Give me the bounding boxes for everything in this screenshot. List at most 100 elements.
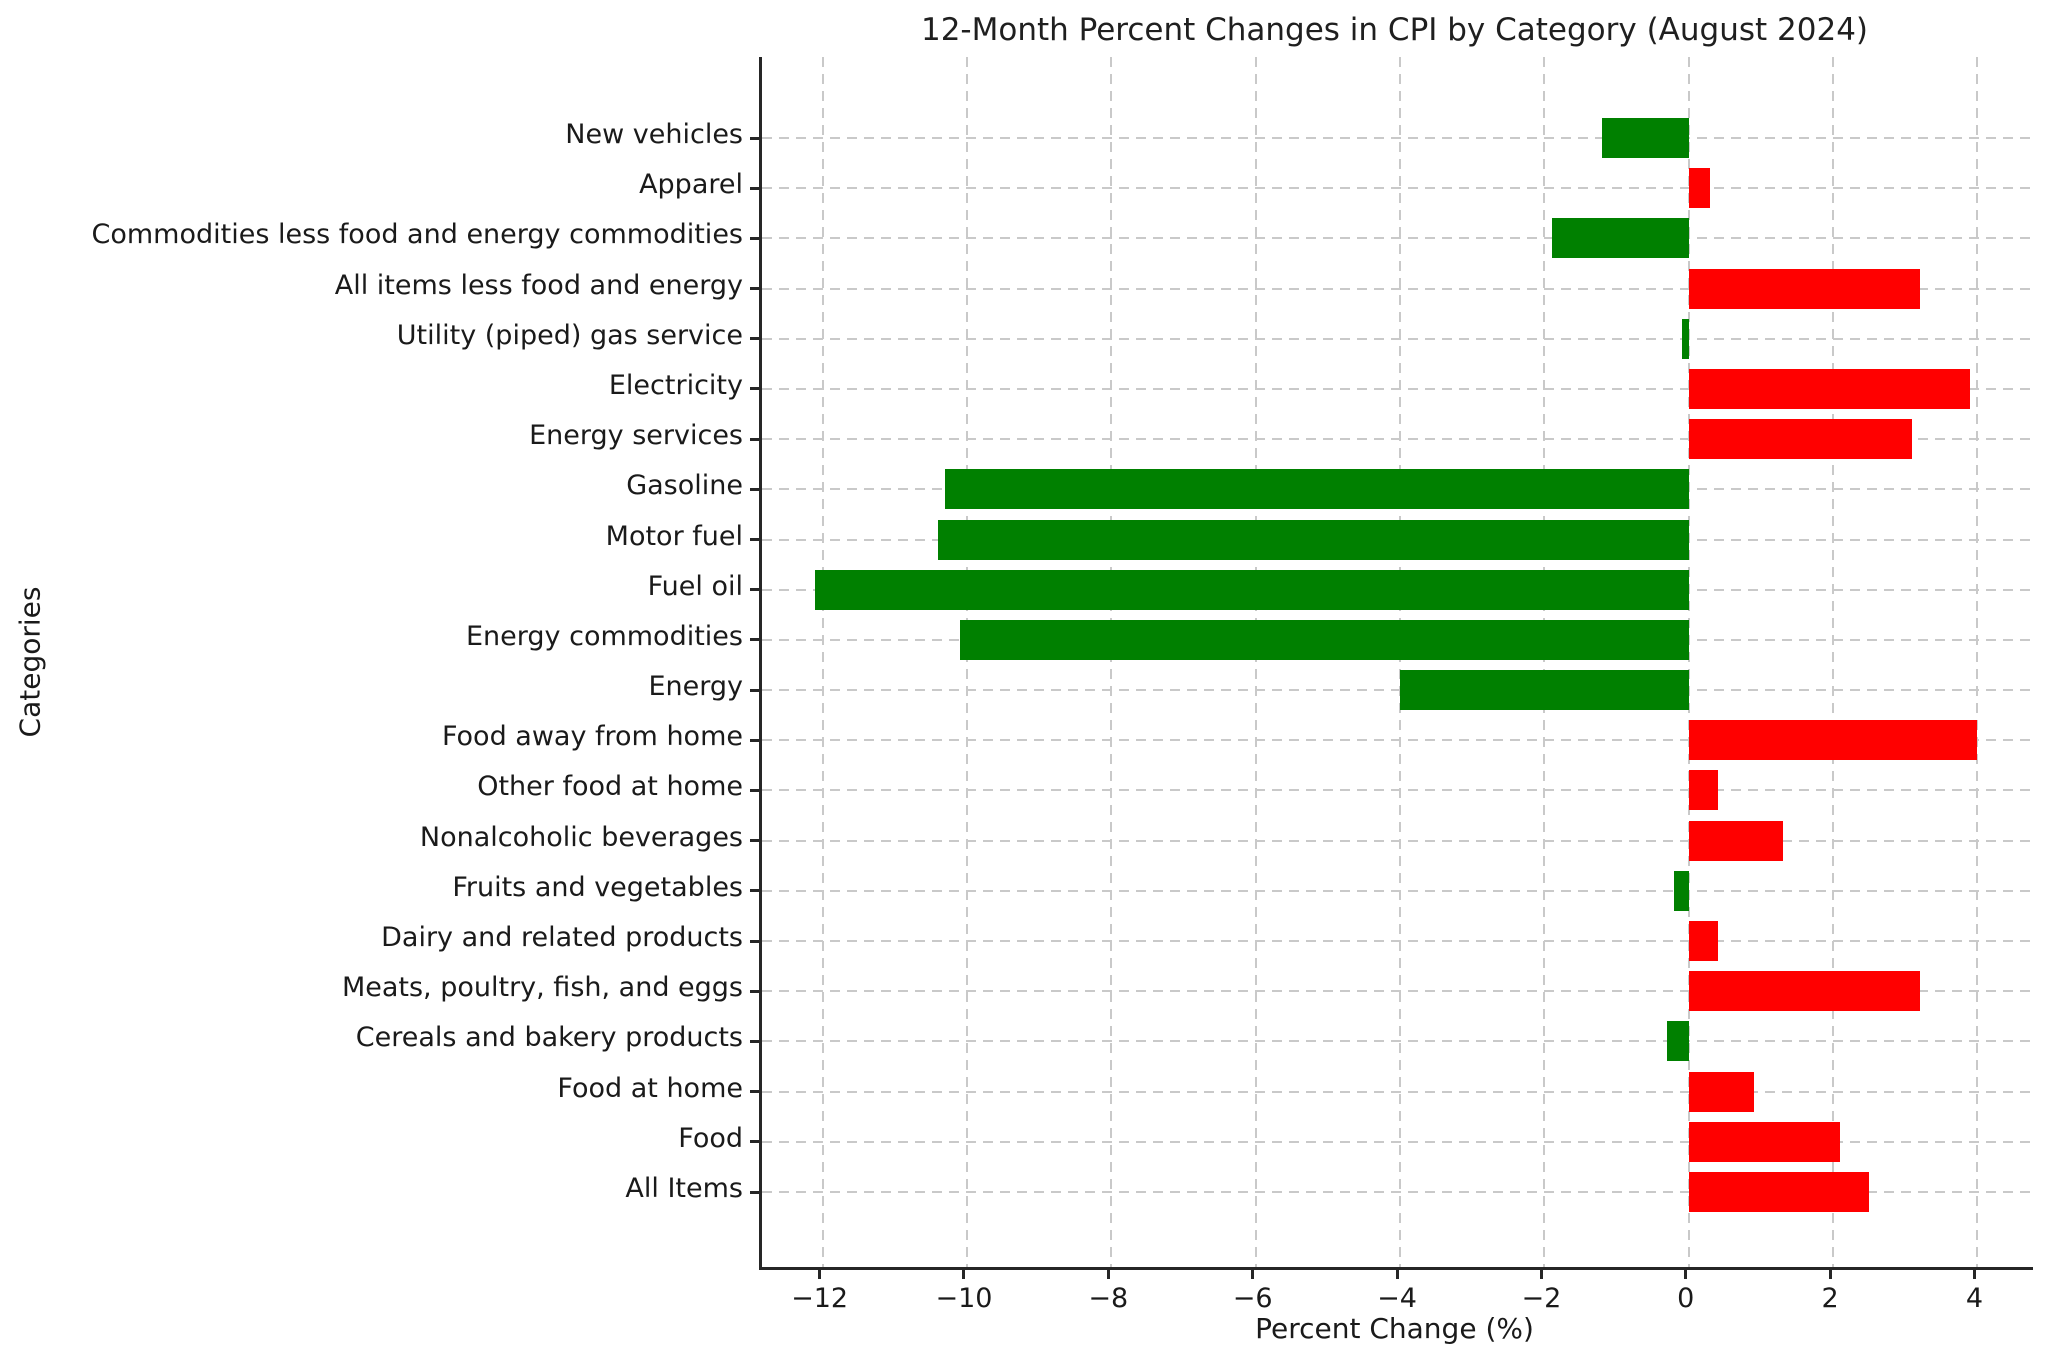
x-tick-mark	[1972, 1270, 1976, 1279]
y-tick-mark	[750, 186, 759, 190]
y-tick-label: Meats, poultry, fish, and eggs	[341, 972, 743, 1004]
x-tick-mark	[1828, 1270, 1832, 1279]
bar-motor-fuel	[938, 519, 1689, 560]
y-tick-mark	[750, 538, 759, 542]
y-gridline	[762, 287, 2033, 290]
y-gridline	[762, 839, 2033, 842]
bar-gasoline	[945, 469, 1689, 510]
y-tick-label: Motor fuel	[605, 520, 743, 552]
bar-new-vehicles	[1602, 118, 1689, 158]
y-gridline	[762, 1090, 2033, 1093]
x-gridline	[1976, 57, 1979, 1267]
y-tick-label: Cereals and bakery products	[355, 1022, 743, 1054]
y-tick-label: Utility (piped) gas service	[396, 319, 743, 351]
y-tick-label: Fruits and vegetables	[452, 871, 743, 903]
y-gridline	[762, 990, 2033, 993]
y-tick-label: Food away from home	[441, 721, 743, 753]
y-gridline	[762, 789, 2033, 792]
x-gridline	[965, 57, 968, 1267]
y-tick-mark	[750, 387, 759, 391]
y-tick-mark	[750, 738, 759, 742]
x-gridline	[1687, 57, 1690, 1267]
y-tick-label: Food at home	[557, 1072, 743, 1104]
x-tick-label: −10	[935, 1283, 993, 1314]
x-tick-label: 2	[1821, 1283, 1839, 1314]
x-gridline	[1254, 57, 1257, 1267]
y-tick-label: Electricity	[608, 369, 743, 401]
bar-nonalcoholic-beverages	[1688, 820, 1783, 861]
y-gridline	[762, 237, 2033, 240]
y-tick-mark	[750, 1190, 759, 1194]
y-tick-label: Commodities less food and energy commodi…	[91, 219, 743, 251]
x-axis-label: Percent Change (%)	[1255, 1312, 1534, 1345]
y-gridline	[762, 1040, 2033, 1043]
y-gridline	[762, 689, 2033, 692]
y-tick-mark	[750, 989, 759, 993]
bar-all-items	[1688, 1172, 1870, 1212]
y-tick-label: Energy	[648, 671, 743, 703]
y-tick-label: Other food at home	[477, 771, 743, 803]
x-tick-label: −4	[1377, 1283, 1417, 1314]
y-tick-mark	[750, 236, 759, 240]
bar-fruits-and-vegetables	[1674, 870, 1689, 911]
x-tick-mark	[818, 1270, 822, 1279]
x-tick-mark	[1684, 1270, 1688, 1279]
y-gridline	[762, 387, 2033, 390]
x-gridline	[1832, 57, 1835, 1267]
y-tick-mark	[750, 1039, 759, 1043]
y-tick-label: Energy services	[529, 420, 743, 452]
y-tick-mark	[750, 939, 759, 943]
bar-energy-services	[1688, 419, 1913, 460]
y-tick-label: All Items	[625, 1173, 743, 1204]
bar-utility-piped-gas-service	[1681, 318, 1689, 359]
y-gridline	[762, 187, 2033, 190]
y-tick-mark	[750, 788, 759, 792]
bar-all-items-less-food-and-energy	[1688, 268, 1920, 309]
y-tick-mark	[750, 287, 759, 291]
chart-title: 12-Month Percent Changes in CPI by Categ…	[920, 12, 1869, 48]
x-tick-label: −12	[791, 1283, 849, 1314]
bar-energy-commodities	[959, 619, 1689, 660]
y-tick-label: All items less food and energy	[334, 269, 743, 301]
y-tick-label: Apparel	[639, 169, 743, 201]
x-tick-mark	[1395, 1270, 1399, 1279]
x-gridline	[821, 57, 824, 1267]
x-tick-label: 4	[1965, 1283, 1984, 1314]
y-tick-mark	[750, 638, 759, 642]
x-gridline	[1399, 57, 1402, 1267]
bar-food-away-from-home	[1688, 720, 1978, 761]
y-gridline	[762, 337, 2033, 340]
y-gridline	[762, 1191, 2033, 1193]
y-tick-label: Food	[678, 1122, 743, 1154]
x-tick-label: −8	[1088, 1283, 1129, 1314]
y-gridline	[762, 137, 2033, 139]
y-tick-mark	[750, 588, 759, 592]
y-gridline	[762, 438, 2033, 441]
y-tick-mark	[750, 688, 759, 692]
x-gridline	[1110, 57, 1113, 1267]
y-gridline	[762, 739, 2033, 742]
bar-electricity	[1688, 368, 1971, 409]
y-tick-label: Fuel oil	[647, 570, 743, 602]
x-tick-label: 0	[1677, 1283, 1695, 1314]
y-tick-mark	[750, 487, 759, 491]
x-tick-mark	[962, 1270, 966, 1279]
y-tick-mark	[750, 1090, 759, 1094]
bar-meats-poultry-fish-and-eggs	[1688, 971, 1920, 1012]
y-tick-label: Dairy and related products	[381, 922, 743, 954]
x-tick-mark	[1251, 1270, 1255, 1279]
bar-fuel-oil	[815, 569, 1689, 610]
bar-energy	[1400, 670, 1689, 711]
bar-cereals-and-bakery-products	[1667, 1021, 1689, 1062]
y-axis-label: Categories	[13, 586, 47, 738]
y-tick-mark	[750, 839, 759, 843]
x-gridline	[1543, 57, 1546, 1267]
y-tick-label: New vehicles	[565, 119, 743, 150]
y-gridline	[762, 889, 2033, 892]
y-tick-label: Nonalcoholic beverages	[419, 821, 743, 853]
x-tick-label: −2	[1521, 1283, 1562, 1314]
plot-area	[759, 57, 2033, 1270]
bar-other-food-at-home	[1688, 770, 1718, 811]
y-tick-label: Energy commodities	[465, 620, 743, 652]
